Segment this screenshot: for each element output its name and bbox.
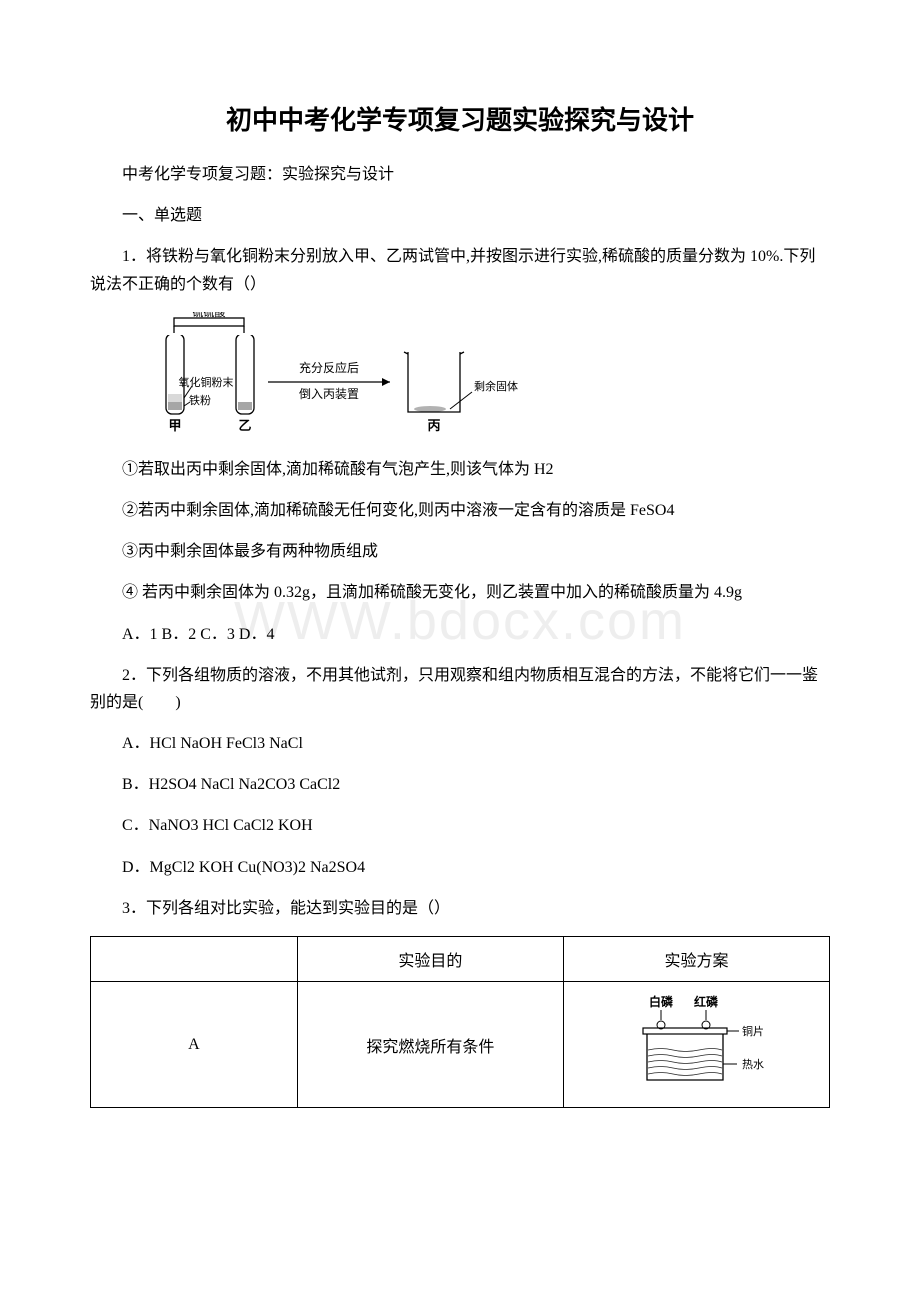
page-title: 初中中考化学专项复习题实验探究与设计 xyxy=(90,100,830,137)
label-jia: 甲 xyxy=(168,418,181,433)
label-red-p: 红磷 xyxy=(694,994,719,1009)
table-header-row: 实验目的 实验方案 xyxy=(91,937,830,982)
beaker-copper-diagram: 白磷 红磷 铜片 xyxy=(621,992,771,1092)
label-bing: 丙 xyxy=(427,418,440,433)
q1-opt2: ②若丙中剩余固体,滴加稀硫酸无任何变化,则丙中溶液一定含有的溶质是 FeSO4 xyxy=(90,497,830,524)
section-heading: 一、单选题 xyxy=(90,202,830,229)
header-plan: 实验方案 xyxy=(563,937,829,982)
q2-stem: 2．下列各组物质的溶液，不用其他试剂，只用观察和组内物质相互混合的方法，不能将它… xyxy=(90,662,830,716)
q2-c: C．NaNO3 HCl CaCl2 KOH xyxy=(90,812,830,839)
label-yi: 乙 xyxy=(238,418,251,433)
table-row: A 探究燃烧所有条件 白磷 红磷 铜片 xyxy=(91,982,830,1108)
q1-opt1: ①若取出丙中剩余固体,滴加稀硫酸有气泡产生,则该气体为 H2 xyxy=(90,456,830,483)
label-hot-water: 热水 xyxy=(742,1058,764,1071)
label-cuo: 氧化铜粉末 xyxy=(179,375,234,389)
q1-stem: 1．将铁粉与氧化铜粉末分别放入甲、乙两试管中,并按图示进行实验,稀硫酸的质量分数… xyxy=(90,243,830,297)
rowA-plan: 白磷 红磷 铜片 xyxy=(563,982,829,1108)
label-dilute-acid: 硫硫酸 xyxy=(193,312,226,319)
q1-opt3: ③丙中剩余固体最多有两种物质组成 xyxy=(90,538,830,565)
label-residue: 剩余固体 xyxy=(474,379,518,393)
q2-d: D．MgCl2 KOH Cu(NO3)2 Na2SO4 xyxy=(90,854,830,881)
label-copper: 铜片 xyxy=(742,1024,764,1038)
subtitle: 中考化学专项复习题：实验探究与设计 xyxy=(90,161,830,188)
header-blank xyxy=(91,937,298,982)
label-arrow-bottom: 倒入丙装置 xyxy=(299,387,359,401)
q1-diagram: 硫硫酸 甲 乙 氧化铜粉末 铁粉 充分反应后 倒入丙装置 xyxy=(150,312,830,442)
q3-table: 实验目的 实验方案 A 探究燃烧所有条件 白磷 红磷 铜片 xyxy=(90,936,830,1108)
label-white-p: 白磷 xyxy=(649,994,674,1009)
label-arrow-top: 充分反应后 xyxy=(299,360,359,375)
header-purpose: 实验目的 xyxy=(297,937,563,982)
tube-beaker-diagram: 硫硫酸 甲 乙 氧化铜粉末 铁粉 充分反应后 倒入丙装置 xyxy=(150,312,520,442)
q1-choices: A．1 B．2 C．3 D．4 xyxy=(90,621,830,648)
q2-b: B．H2SO4 NaCl Na2CO3 CaCl2 xyxy=(90,771,830,798)
label-fe: 铁粉 xyxy=(189,394,211,407)
document-content: 初中中考化学专项复习题实验探究与设计 中考化学专项复习题：实验探究与设计 一、单… xyxy=(90,100,830,1108)
q2-a: A．HCl NaOH FeCl3 NaCl xyxy=(90,730,830,757)
q3-stem: 3．下列各组对比实验，能达到实验目的是（） xyxy=(90,895,830,922)
rowA-label: A xyxy=(91,982,298,1108)
q1-opt4: ④ 若丙中剩余固体为 0.32g，且滴加稀硫酸无变化，则乙装置中加入的稀硫酸质量… xyxy=(90,579,830,606)
rowA-purpose: 探究燃烧所有条件 xyxy=(297,982,563,1108)
